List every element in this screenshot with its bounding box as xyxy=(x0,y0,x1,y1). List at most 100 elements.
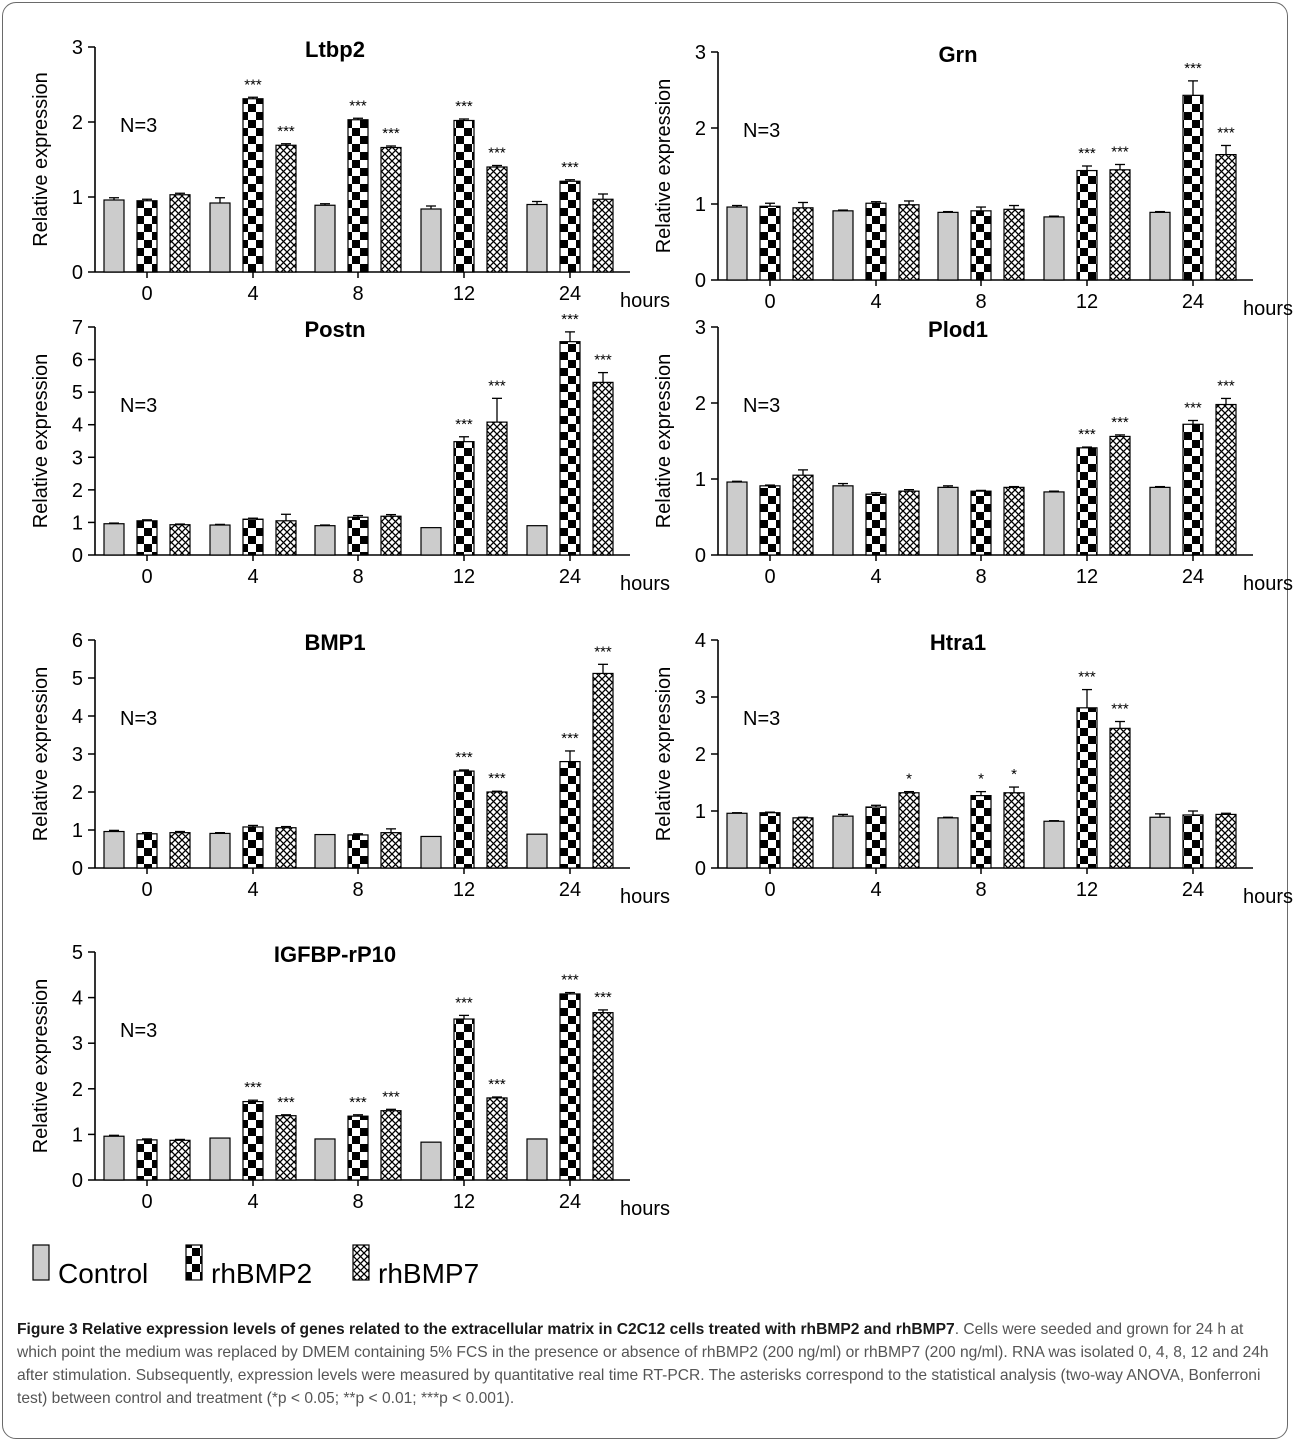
bar-rhbmp7-24 xyxy=(1215,154,1237,281)
bar-rhbmp2-24 xyxy=(559,760,581,869)
bar-rhbmp7-24 xyxy=(592,672,614,869)
bar-rhbmp2-24 xyxy=(559,993,581,1181)
bar-rhbmp7-4 xyxy=(275,827,297,869)
significance-mark: *** xyxy=(561,311,579,328)
significance-mark: *** xyxy=(1217,377,1235,394)
x-tick-label: 0 xyxy=(141,1191,152,1213)
y-tick-label: 1 xyxy=(72,1124,83,1146)
bar-rhbmp7-8 xyxy=(380,832,402,869)
bar-control-12 xyxy=(1043,491,1065,556)
y-axis-label: Relative expression xyxy=(30,354,52,529)
y-tick-label: 1 xyxy=(72,187,83,209)
bar-rhbmp7-0 xyxy=(169,832,191,869)
bar-rhbmp2-8 xyxy=(970,210,992,281)
x-tick-label: 24 xyxy=(1182,879,1204,901)
bar-control-24 xyxy=(526,1138,548,1181)
x-axis-unit-label: hours xyxy=(1243,886,1293,908)
x-tick-label: 24 xyxy=(1182,291,1204,313)
chart-title: BMP1 xyxy=(304,630,365,655)
bar-control-0 xyxy=(726,812,748,869)
bar-rhbmp2-8 xyxy=(347,516,369,556)
x-tick-label: 4 xyxy=(870,566,881,588)
bar-rhbmp7-4 xyxy=(898,792,920,869)
caption-title: Relative expression levels of genes rela… xyxy=(82,1321,955,1338)
significance-mark: *** xyxy=(455,416,473,433)
bar-rhbmp7-0 xyxy=(169,194,191,273)
y-tick-label: 2 xyxy=(72,480,83,502)
y-tick-label: 1 xyxy=(695,469,706,491)
y-axis-label: Relative expression xyxy=(653,667,675,842)
bar-rhbmp7-24 xyxy=(1215,403,1237,556)
bar-rhbmp7-24 xyxy=(592,198,614,273)
y-tick-label: 1 xyxy=(695,194,706,216)
bar-rhbmp7-12 xyxy=(486,421,508,556)
significance-mark: *** xyxy=(1111,701,1129,718)
bar-control-12 xyxy=(420,1141,442,1181)
bar-rhbmp7-8 xyxy=(380,1110,402,1181)
x-tick-label: 4 xyxy=(247,879,258,901)
significance-mark: *** xyxy=(455,98,473,115)
significance-mark: *** xyxy=(488,377,506,394)
x-tick-label: 4 xyxy=(870,879,881,901)
y-tick-label: 3 xyxy=(72,1033,83,1055)
y-axis-label: Relative expression xyxy=(30,667,52,842)
significance-mark: *** xyxy=(382,125,400,142)
significance-mark: *** xyxy=(244,1079,262,1096)
bar-control-24 xyxy=(1149,486,1171,556)
x-tick-label: 4 xyxy=(247,283,258,305)
bar-control-0 xyxy=(726,206,748,281)
bar-rhbmp2-8 xyxy=(970,490,992,556)
bar-control-12 xyxy=(420,208,442,273)
y-axis-label: Relative expression xyxy=(30,979,52,1154)
bar-control-24 xyxy=(526,203,548,273)
x-axis-unit-label: hours xyxy=(620,290,670,312)
x-tick-label: 8 xyxy=(352,566,363,588)
bar-control-24 xyxy=(526,833,548,869)
bar-rhbmp7-8 xyxy=(380,515,402,556)
y-tick-label: 4 xyxy=(72,415,83,437)
caption-body: . Cells were seeded and grown for 24 h a… xyxy=(17,1321,1269,1407)
significance-mark: *** xyxy=(1184,60,1202,77)
chart-title: Plod1 xyxy=(928,317,988,342)
y-tick-label: 1 xyxy=(72,820,83,842)
bar-rhbmp2-4 xyxy=(865,493,887,556)
x-tick-label: 0 xyxy=(141,566,152,588)
x-tick-label: 8 xyxy=(975,566,986,588)
bar-rhbmp2-8 xyxy=(347,1115,369,1181)
bar-control-8 xyxy=(937,817,959,869)
significance-mark: * xyxy=(1011,766,1017,783)
x-tick-label: 8 xyxy=(975,879,986,901)
bar-control-8 xyxy=(314,833,336,869)
chart-title: Ltbp2 xyxy=(305,37,365,62)
y-tick-label: 3 xyxy=(695,317,706,339)
y-tick-label: 6 xyxy=(72,350,83,372)
bar-control-0 xyxy=(103,1135,125,1181)
bar-control-24 xyxy=(1149,816,1171,869)
x-tick-label: 8 xyxy=(352,1191,363,1213)
x-tick-label: 4 xyxy=(247,1191,258,1213)
bar-control-0 xyxy=(103,199,125,273)
significance-mark: *** xyxy=(1078,426,1096,443)
significance-mark: *** xyxy=(594,989,612,1006)
y-tick-label: 6 xyxy=(72,630,83,652)
bar-control-8 xyxy=(314,204,336,273)
y-tick-label: 3 xyxy=(72,744,83,766)
legend-swatch-rhbmp7 xyxy=(352,1244,370,1281)
bar-rhbmp7-4 xyxy=(275,1115,297,1181)
x-tick-label: 0 xyxy=(141,283,152,305)
bar-rhbmp7-0 xyxy=(792,474,814,556)
bar-rhbmp7-0 xyxy=(792,817,814,869)
x-axis-unit-label: hours xyxy=(1243,298,1293,320)
bar-rhbmp2-0 xyxy=(759,205,781,281)
x-tick-label: 4 xyxy=(870,291,881,313)
x-tick-label: 24 xyxy=(559,1191,581,1213)
x-tick-label: 12 xyxy=(1076,879,1098,901)
y-tick-label: 3 xyxy=(72,447,83,469)
x-tick-label: 4 xyxy=(247,566,258,588)
bar-rhbmp7-8 xyxy=(1003,208,1025,281)
legend-label-rhbmp2: rhBMP2 xyxy=(211,1258,312,1289)
